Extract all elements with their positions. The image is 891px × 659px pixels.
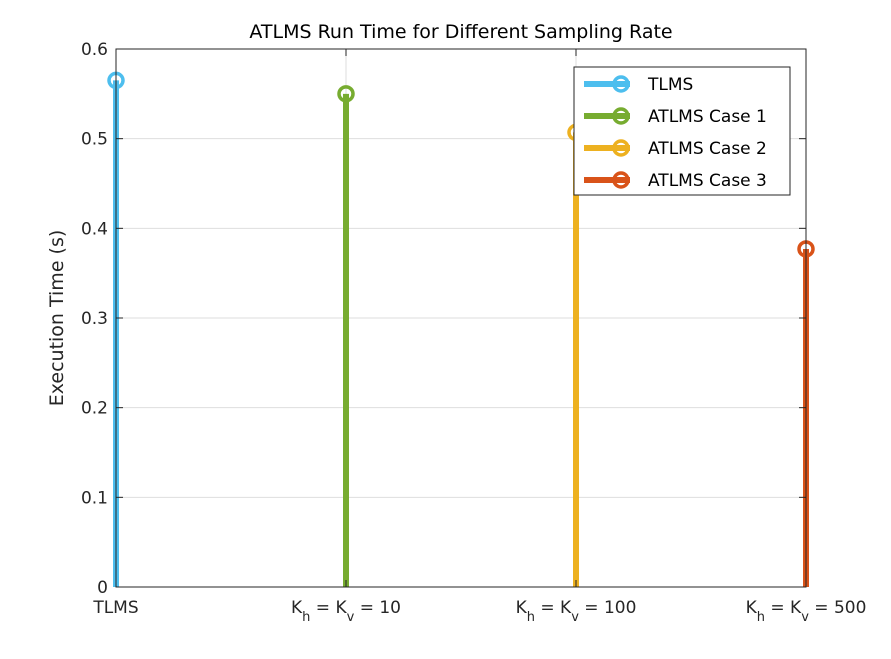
- legend-swatch-marker: [612, 107, 630, 125]
- y-tick-label: 0.5: [81, 130, 108, 150]
- x-tick-label: TLMS: [92, 598, 138, 618]
- x-tick-label: Kh = Kv = 10: [291, 598, 401, 625]
- legend-item[interactable]: ATLMS Case 2: [584, 139, 767, 159]
- legend[interactable]: TLMS ATLMS Case 1 ATLMS Case 2 ATLMS Case 3: [573, 66, 791, 196]
- y-tick-label: 0.1: [81, 488, 108, 508]
- x-tick-label-part: v: [347, 610, 355, 625]
- legend-label: ATLMS Case 2: [648, 139, 767, 159]
- x-tick-label-part: v: [571, 610, 579, 625]
- legend-swatch-marker: [612, 75, 630, 93]
- x-tick-label-part: TLMS: [92, 598, 138, 618]
- stem-1: [337, 85, 355, 587]
- x-tick-label-part: h: [527, 610, 535, 625]
- x-tick-label-part: h: [757, 610, 765, 625]
- x-tick-label-part: = 500: [809, 598, 867, 618]
- legend-label: ATLMS Case 1: [648, 107, 767, 127]
- legend-label: TLMS: [647, 75, 693, 95]
- x-tick-label-part: = K: [310, 598, 347, 618]
- y-tick-label: 0.2: [81, 399, 108, 419]
- y-tick-label: 0.3: [81, 309, 108, 329]
- y-tick-label: 0: [97, 578, 108, 598]
- x-tick-label-part: = 100: [579, 598, 637, 618]
- y-tick-label: 0.6: [81, 40, 108, 60]
- x-tick-label-part: = K: [535, 598, 572, 618]
- x-tick-label-part: = 10: [354, 598, 401, 618]
- x-tick-label-part: = K: [765, 598, 802, 618]
- x-tick-label: Kh = Kv = 100: [516, 598, 637, 625]
- stem-marker: [337, 85, 355, 103]
- chart-title: ATLMS Run Time for Different Sampling Ra…: [249, 21, 672, 43]
- y-tick-label: 0.4: [81, 219, 108, 239]
- x-tick-label: Kh = Kv = 500: [746, 598, 867, 625]
- y-axis-label: Execution Time (s): [46, 230, 68, 407]
- legend-swatch-marker: [612, 171, 630, 189]
- x-tick-label-part: h: [302, 610, 310, 625]
- legend-label: ATLMS Case 3: [648, 171, 767, 191]
- x-tick-label-part: v: [801, 610, 809, 625]
- x-tick-label-part: K: [291, 598, 303, 618]
- x-tick-label-part: K: [746, 598, 758, 618]
- legend-swatch-marker: [612, 139, 630, 157]
- legend-item[interactable]: TLMS: [584, 75, 693, 95]
- x-tick-label-part: K: [516, 598, 528, 618]
- legend-box: [573, 66, 791, 196]
- legend-item[interactable]: ATLMS Case 1: [584, 107, 767, 127]
- legend-item[interactable]: ATLMS Case 3: [584, 171, 767, 191]
